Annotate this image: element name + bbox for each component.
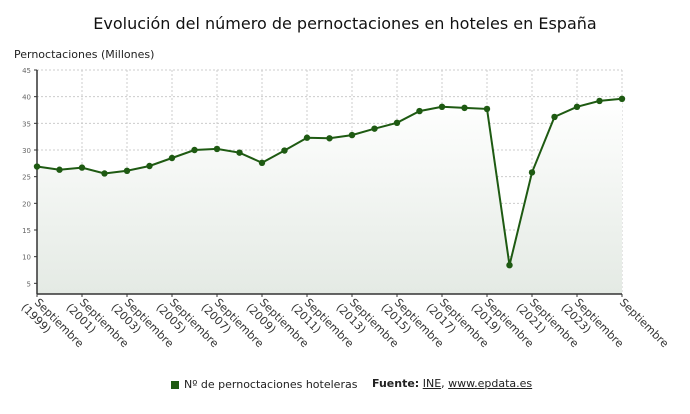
data-point[interactable] [258, 159, 266, 166]
y-tick-label: 40 [22, 94, 31, 102]
y-tick-label: 30 [22, 147, 31, 155]
x-tick-label: Septiembre(2001) [63, 296, 131, 350]
data-point[interactable] [618, 95, 626, 103]
x-tick-label: Septiembre(2011) [288, 296, 356, 350]
x-tick-label: Septiembre(2015) [378, 296, 446, 350]
legend-swatch-icon [171, 380, 179, 389]
y-tick-label: 35 [22, 120, 31, 128]
source-link-ine[interactable]: INE [422, 377, 442, 390]
source-separator: , [441, 377, 445, 390]
data-point[interactable] [191, 146, 198, 154]
data-point[interactable] [123, 167, 131, 174]
axes: 5 10 15 20 25 30 35 40 45 [22, 67, 623, 297]
data-point[interactable] [461, 104, 468, 112]
x-axis-labels: Septiembre(1999) Septiembre(2001) Septiemb… [18, 296, 671, 350]
source-link-epdata[interactable]: www.epdata.es [448, 377, 533, 390]
data-point[interactable] [236, 149, 243, 156]
data-point[interactable] [596, 97, 603, 105]
data-point[interactable] [438, 103, 446, 111]
legend[interactable]: Nº de pernoctaciones hoteleras [171, 378, 357, 391]
data-point[interactable] [551, 113, 558, 121]
area-fill [37, 98, 622, 294]
data-point[interactable] [146, 162, 153, 170]
data-point[interactable] [348, 131, 356, 139]
y-axis-title: Pernoctaciones (Millones) [14, 48, 155, 61]
x-tick-label: Septiembre(2019) [468, 296, 536, 350]
data-point[interactable] [506, 262, 513, 269]
y-tick-label: 10 [22, 254, 31, 262]
y-tick-label: 25 [22, 174, 31, 182]
x-tick-label: Septiembre(2009) [243, 296, 311, 350]
data-point[interactable] [573, 103, 581, 111]
data-point[interactable] [393, 119, 401, 127]
x-tick-label: Septiembre(1999) [18, 296, 86, 350]
data-point[interactable] [303, 134, 311, 141]
data-point[interactable] [326, 135, 333, 142]
data-point[interactable] [371, 125, 378, 132]
data-point[interactable] [528, 169, 536, 176]
source-prefix: Fuente: [372, 377, 420, 390]
legend-label: Nº de pernoctaciones hoteleras [184, 378, 358, 391]
data-point[interactable] [281, 147, 288, 154]
x-tick-label: Septiembre(2013) [333, 296, 401, 350]
source: Fuente: INE, www.epdata.es [372, 377, 532, 390]
x-tick-label: Septiembre(2021) [513, 296, 581, 350]
data-point[interactable] [416, 107, 423, 115]
data-point[interactable] [78, 164, 86, 171]
x-tick-label: Septiembre(2003) [108, 296, 176, 350]
data-point[interactable] [483, 105, 491, 113]
data-points [33, 95, 626, 269]
data-point[interactable] [101, 170, 108, 177]
svg-text:Septiembre: Septiembre [617, 296, 671, 350]
x-tick-label: Septiembre [617, 296, 671, 350]
chart-title: Evolución del número de pernoctaciones e… [93, 14, 597, 33]
y-tick-label: 15 [22, 227, 31, 235]
x-tick-label: Septiembre(2017) [423, 296, 491, 350]
data-point[interactable] [213, 145, 221, 153]
y-tick-label: 20 [22, 200, 31, 208]
y-tick-label: 45 [22, 67, 31, 75]
data-point[interactable] [33, 163, 41, 170]
x-tick-label: Septiembre(2005) [153, 296, 221, 350]
x-tick-label: Septiembre(2007) [198, 296, 266, 350]
data-point[interactable] [56, 166, 63, 173]
data-point[interactable] [168, 154, 176, 162]
y-tick-label: 5 [27, 280, 31, 288]
x-tick-label: Septiembre(2023) [558, 296, 626, 350]
